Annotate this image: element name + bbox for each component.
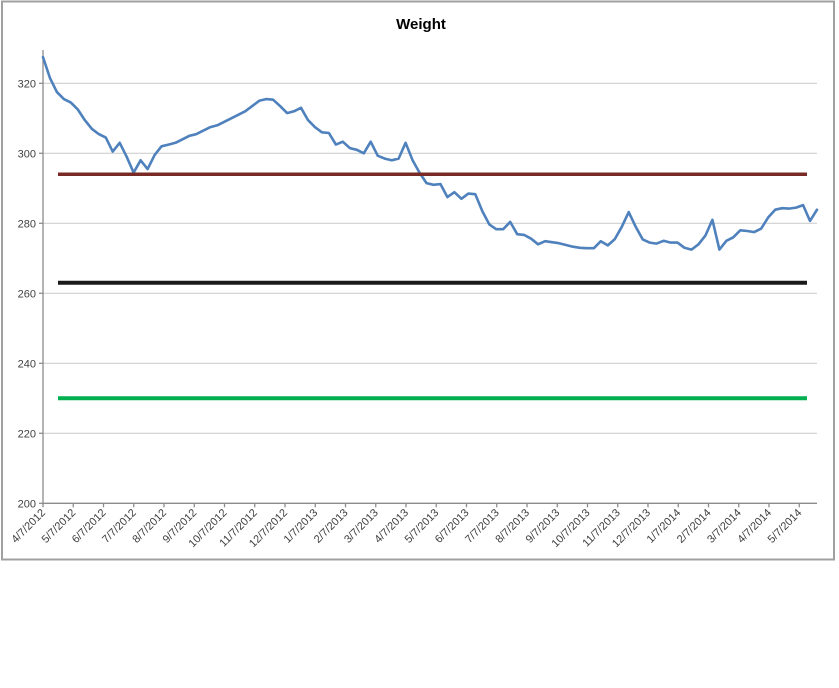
y-tick-label-280: 280 — [18, 218, 36, 230]
chart-frame[interactable] — [1, 0, 835, 561]
y-tick-label-260: 260 — [18, 288, 36, 300]
y-tick-label-320: 320 — [18, 78, 36, 90]
axes — [39, 50, 817, 508]
y-tick-label-200: 200 — [18, 498, 36, 510]
gridlines — [43, 82, 817, 434]
chart-title: Weight — [396, 16, 446, 33]
y-tick-label-300: 300 — [18, 148, 36, 160]
series-weight — [41, 55, 819, 251]
y-tick-label-240: 240 — [18, 358, 36, 370]
y-axis-labels: 200 220 240 260 280 300 320 — [18, 78, 36, 510]
y-tick-label-220: 220 — [18, 428, 36, 440]
data-series — [41, 55, 819, 401]
